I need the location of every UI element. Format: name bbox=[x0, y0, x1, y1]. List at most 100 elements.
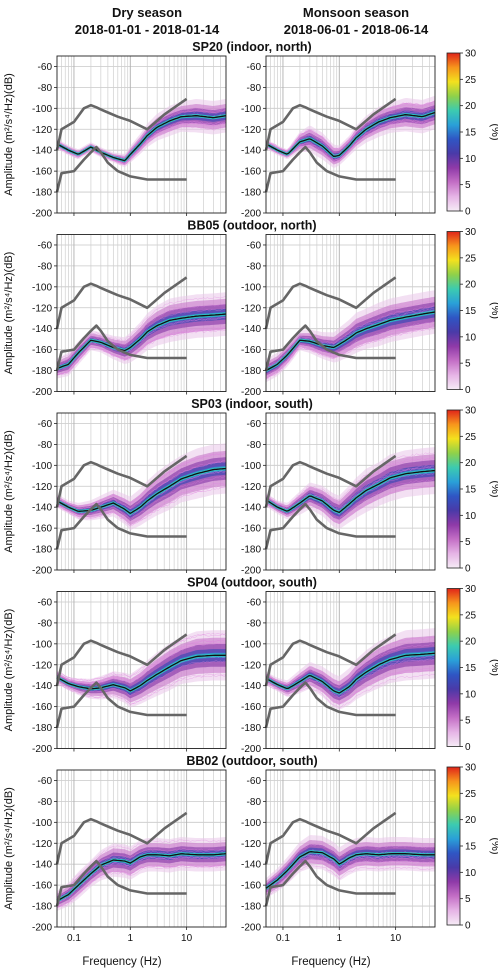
panel-title: BB02 (outdoor, south) bbox=[186, 754, 317, 768]
high-noise-model bbox=[264, 633, 397, 686]
high-noise-model bbox=[264, 454, 397, 508]
colorbar-tick-label: 25 bbox=[465, 75, 477, 86]
y-tick-label: -60 bbox=[247, 240, 262, 251]
ppsd-trace bbox=[56, 303, 227, 365]
y-tick-label: -140 bbox=[32, 324, 52, 335]
y-tick-label: -120 bbox=[32, 660, 52, 671]
column-dates-dry: 2018-01-01 - 2018-01-14 bbox=[75, 22, 220, 37]
ppsd-trace bbox=[56, 460, 227, 510]
y-tick-label: -100 bbox=[241, 461, 261, 472]
y-tick-label: -200 bbox=[241, 387, 261, 398]
ppsd-trace bbox=[56, 452, 227, 508]
y-tick-label: -100 bbox=[241, 639, 261, 650]
y-tick-label: -100 bbox=[32, 639, 52, 650]
y-tick-label: -120 bbox=[241, 839, 261, 850]
high-noise-model bbox=[264, 276, 397, 329]
x-tick-label: 1 bbox=[337, 933, 343, 944]
colorbar-tick-label: 10 bbox=[465, 511, 477, 522]
y-tick-label: -100 bbox=[32, 282, 52, 293]
plot-frame bbox=[56, 769, 227, 928]
colorbar-tick-label: 25 bbox=[465, 610, 477, 621]
panel-title: SP20 (indoor, north) bbox=[192, 40, 311, 54]
colorbar-label: (%) bbox=[489, 302, 498, 319]
ppsd-trace bbox=[56, 642, 227, 686]
y-tick-label: -60 bbox=[247, 776, 262, 787]
y-tick-label: -160 bbox=[32, 881, 52, 892]
colorbar-tick-label: 5 bbox=[465, 180, 471, 191]
colorbar-tick-label: 30 bbox=[465, 763, 477, 774]
ppsd-trace bbox=[265, 324, 436, 379]
colorbar-tick-label: 10 bbox=[465, 689, 477, 700]
ppsd-trace bbox=[56, 639, 226, 684]
y-tick-label: -100 bbox=[32, 104, 52, 115]
ppsd-trace bbox=[265, 643, 436, 689]
plot-frame bbox=[56, 234, 227, 392]
y-tick-label: -80 bbox=[38, 618, 53, 629]
colorbar-scale bbox=[446, 766, 461, 926]
y-tick-label: -60 bbox=[247, 419, 262, 430]
colorbar-tick-label: 15 bbox=[465, 663, 477, 674]
median-line bbox=[265, 111, 436, 157]
median-line bbox=[265, 311, 436, 372]
panel-monsoon: -60 -80 -100 -120 -140 -160 -180 -200 bbox=[241, 234, 436, 398]
ppsd-trace bbox=[265, 320, 436, 375]
y-axis-label: Amplitude (m²/s⁴/Hz)(dB) bbox=[3, 430, 15, 553]
median-line bbox=[56, 853, 227, 902]
ppsd-trace bbox=[56, 317, 227, 370]
plot-frame bbox=[56, 412, 227, 571]
y-tick-label: -140 bbox=[241, 324, 261, 335]
plot-frame bbox=[265, 769, 436, 928]
y-tick-label: -60 bbox=[38, 597, 53, 608]
y-tick-label: -180 bbox=[32, 545, 52, 556]
y-tick-label: -120 bbox=[241, 303, 261, 314]
colorbar-tick-label: 0 bbox=[465, 742, 471, 753]
y-tick-label: -140 bbox=[32, 860, 52, 871]
y-tick-label: -100 bbox=[32, 461, 52, 472]
colorbar-tick-label: 10 bbox=[465, 332, 477, 343]
y-tick-label: -180 bbox=[32, 366, 52, 377]
colorbar-tick-label: 15 bbox=[465, 842, 477, 853]
colorbar-tick-label: 0 bbox=[465, 385, 471, 396]
ppsd-trace bbox=[265, 452, 436, 506]
y-tick-label: -180 bbox=[241, 188, 261, 199]
y-tick-label: -180 bbox=[241, 902, 261, 913]
ppsd-trace bbox=[265, 464, 436, 510]
colorbar-tick-label: 10 bbox=[465, 154, 477, 165]
median-line bbox=[56, 467, 227, 515]
colorbar-tick-label: 5 bbox=[465, 537, 471, 548]
panel-monsoon: -60 -80 -100 -120 -140 -160 -180 -200 bbox=[241, 591, 436, 755]
low-noise-model bbox=[264, 324, 396, 371]
plot-frame bbox=[265, 412, 436, 571]
ppsd-trace bbox=[265, 103, 436, 152]
ppsd-trace bbox=[56, 865, 227, 908]
low-noise-model bbox=[55, 324, 187, 371]
y-tick-label: -200 bbox=[32, 209, 52, 220]
colorbar-tick-label: 5 bbox=[465, 894, 471, 905]
colorbar: 0 5 10 15 20 25 30 (%) bbox=[446, 227, 498, 396]
y-tick-label: -80 bbox=[247, 618, 262, 629]
y-tick-label: -160 bbox=[241, 167, 261, 178]
colorbar-tick-label: 20 bbox=[465, 815, 477, 826]
ppsd-trace bbox=[56, 452, 227, 508]
ppsd-trace bbox=[265, 857, 436, 894]
density-band bbox=[57, 846, 226, 906]
y-tick-label: -80 bbox=[247, 440, 262, 451]
panel-title: SP03 (indoor, south) bbox=[191, 397, 313, 411]
ppsd-trace bbox=[265, 326, 436, 380]
y-tick-label: -160 bbox=[241, 345, 261, 356]
ppsd-trace bbox=[265, 300, 436, 365]
median-line bbox=[265, 469, 436, 514]
y-tick-label: -180 bbox=[32, 188, 52, 199]
y-tick-label: -200 bbox=[32, 566, 52, 577]
ppsd-trace bbox=[265, 855, 436, 892]
x-tick-label: 1 bbox=[128, 933, 134, 944]
colorbar-label: (%) bbox=[489, 480, 498, 497]
y-tick-label: -80 bbox=[38, 797, 53, 808]
ppsd-trace bbox=[265, 864, 436, 898]
y-tick-label: -200 bbox=[241, 566, 261, 577]
y-tick-label: -60 bbox=[38, 776, 53, 787]
y-tick-label: -160 bbox=[241, 524, 261, 535]
panel-monsoon: -60 -80 -100 -120 -140 -160 -180 -200 0.1 1 10 bbox=[241, 769, 436, 944]
high-noise-model bbox=[55, 454, 188, 508]
